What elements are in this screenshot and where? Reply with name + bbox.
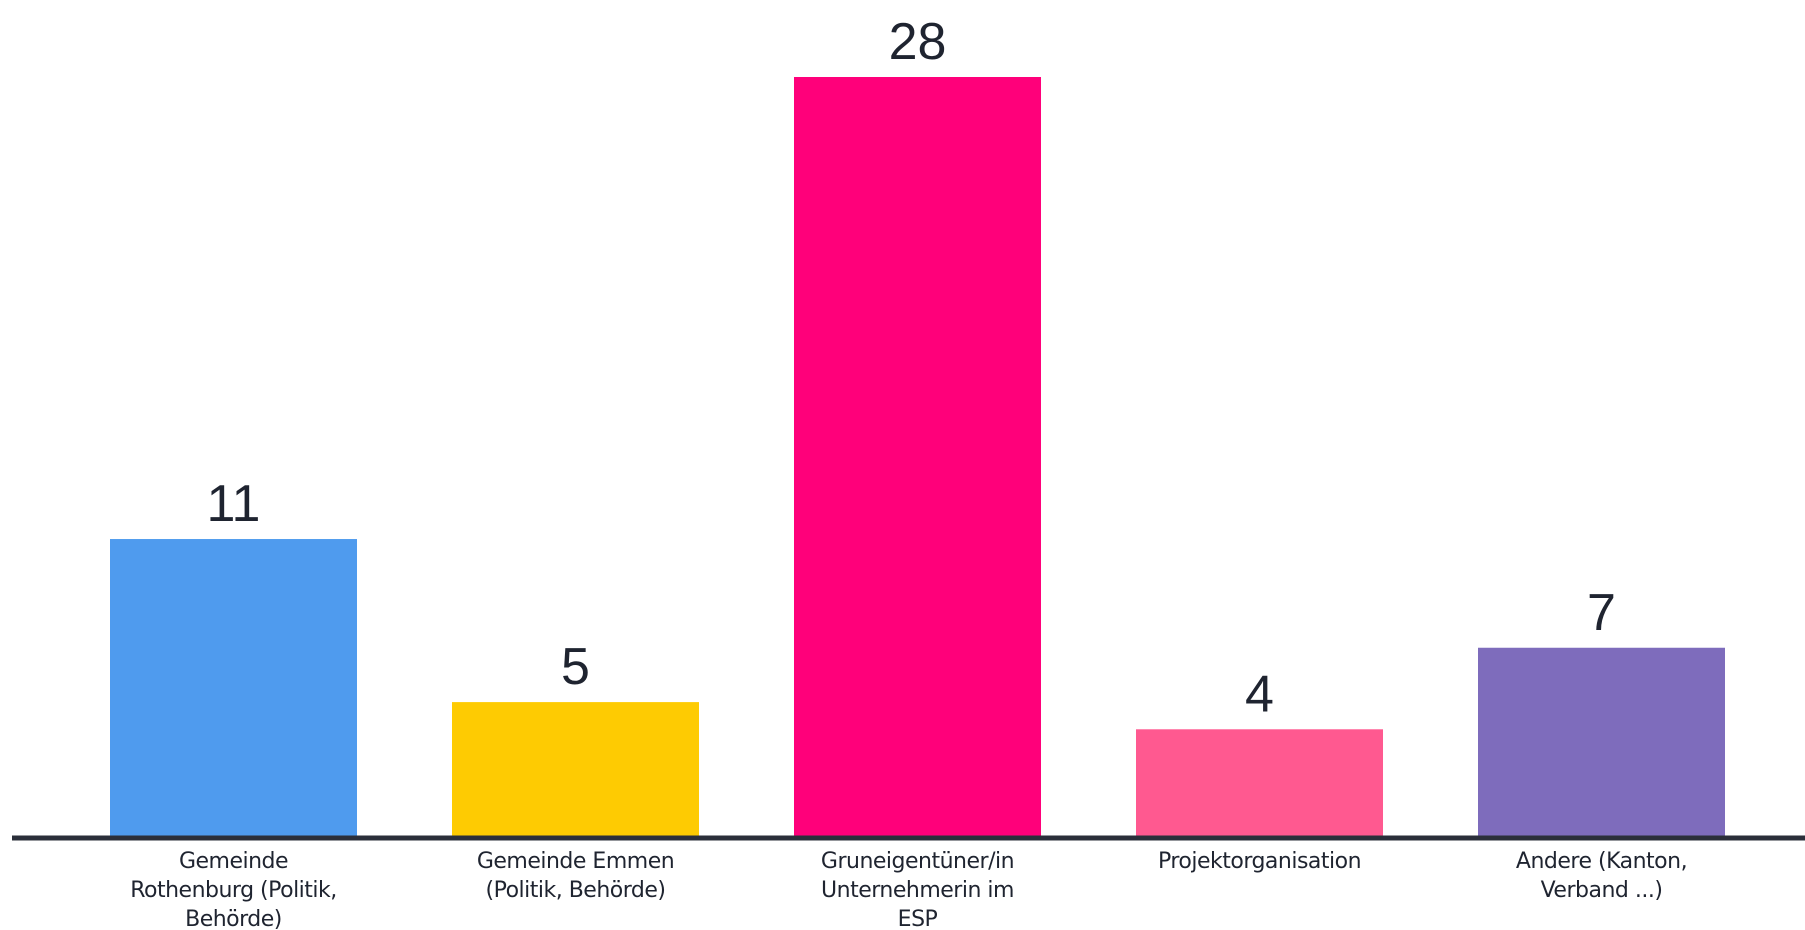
category-label-line: Rothenburg (Politik, <box>130 878 337 903</box>
bar-4 <box>1136 729 1383 838</box>
value-label-2: 5 <box>561 638 590 696</box>
category-label-line: ESP <box>898 907 938 930</box>
category-label-line: Projektorganisation <box>1158 849 1361 874</box>
value-label-5: 7 <box>1587 584 1616 642</box>
value-label-1: 11 <box>207 475 261 533</box>
category-label-line: Gemeinde <box>179 849 288 874</box>
category-label-5: Andere (Kanton, Verband ...) <box>1516 849 1687 903</box>
category-label-line: Gemeinde Emmen <box>477 849 674 874</box>
category-label-3: Gruneigentüner/in Unternehmerin im ESP <box>821 849 1014 930</box>
category-label-line: Andere (Kanton, <box>1516 849 1687 874</box>
bar-3 <box>794 77 1041 838</box>
category-label-2: Gemeinde Emmen (Politik, Behörde) <box>477 849 674 903</box>
category-label-line: (Politik, Behörde) <box>486 878 666 903</box>
bar-5 <box>1478 647 1725 838</box>
bar-1 <box>110 539 357 838</box>
category-label-line: Gruneigentüner/in <box>821 849 1014 874</box>
value-label-4: 4 <box>1245 665 1274 723</box>
category-label-line: Behörde) <box>185 907 282 930</box>
value-label-3: 28 <box>889 13 947 71</box>
category-label-line: Unternehmerin im <box>821 878 1014 903</box>
bar-2 <box>452 702 699 838</box>
category-label-4: Projektorganisation <box>1158 849 1361 874</box>
category-label-1: Gemeinde Rothenburg (Politik, Behörde) <box>130 849 337 930</box>
category-label-line: Verband ...) <box>1541 878 1663 903</box>
